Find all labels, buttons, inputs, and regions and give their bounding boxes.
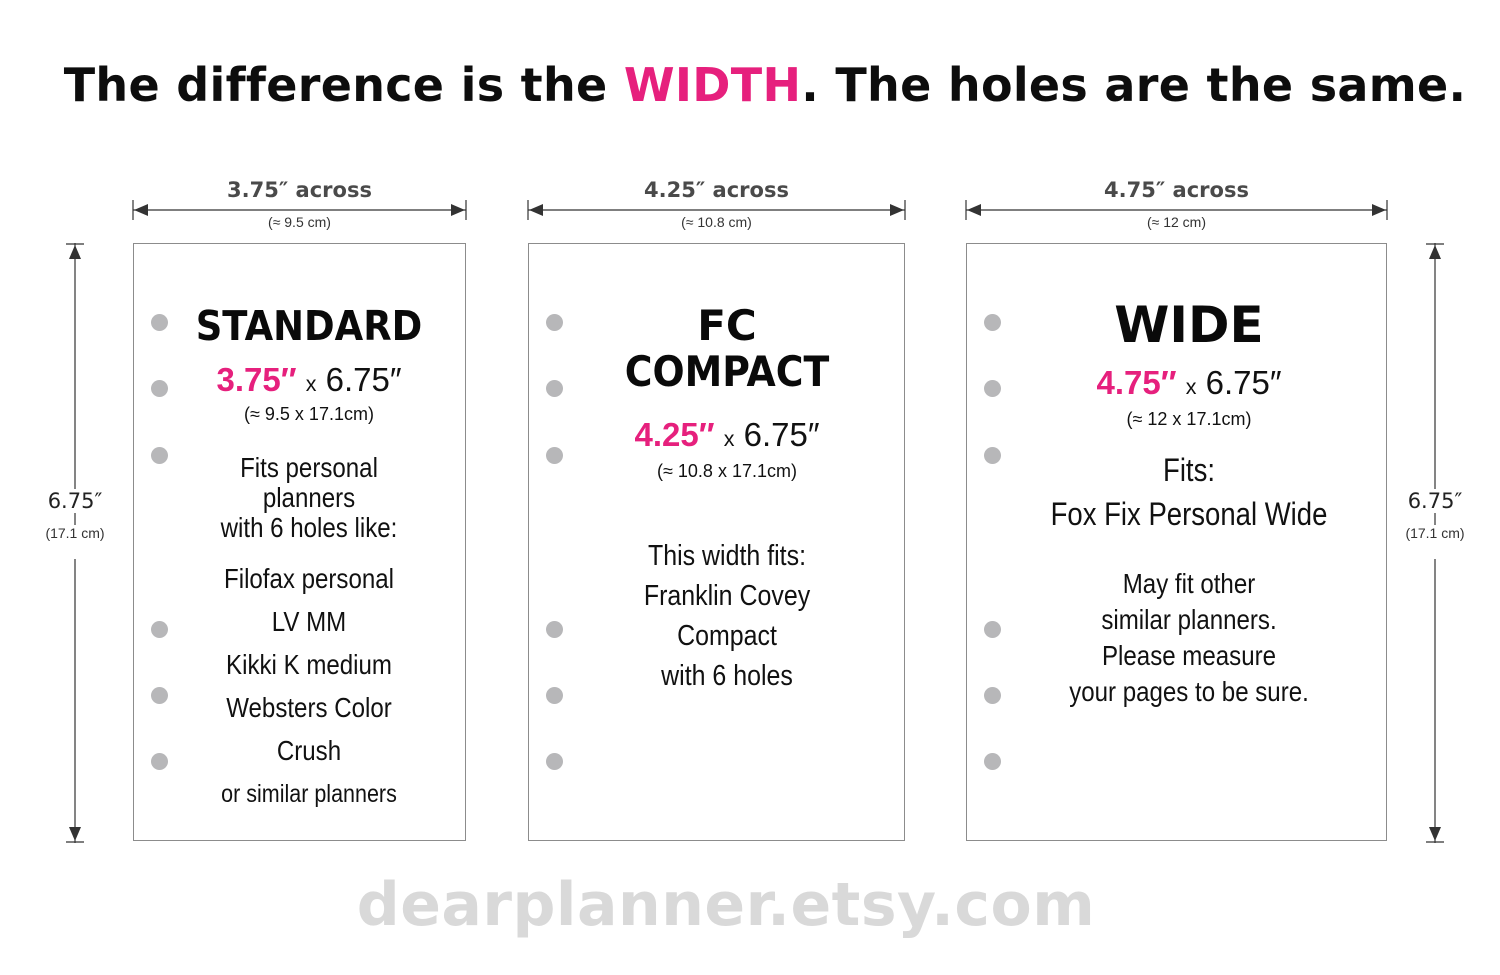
hole — [151, 314, 168, 331]
card-title: STANDARD — [195, 302, 423, 350]
width-label: 3.75″ across — [227, 178, 372, 202]
hole — [546, 447, 563, 464]
headline: The difference is the WIDTH. The holes a… — [0, 58, 1500, 112]
fits-item: with 6 holes — [661, 660, 793, 692]
width-metric: (≈ 10.8 cm) — [681, 214, 752, 230]
fits-intro-line: with 6 holes like: — [220, 512, 398, 543]
size-times: x — [1185, 375, 1197, 399]
size-height: 6.75″ — [743, 416, 820, 453]
width-arrow — [965, 200, 1388, 220]
height-label: 6.75″ — [30, 489, 120, 513]
card-content: FC COMPACT 4.25″ x 6.75″ (≈ 10.8 x 17.1c… — [569, 304, 885, 696]
fits-intro: This width fits: — [648, 540, 806, 572]
note-section: May fit other similar planners. Please m… — [1036, 566, 1342, 710]
size-height: 6.75″ — [1205, 364, 1282, 401]
width-arrow — [132, 200, 467, 220]
hole — [151, 621, 168, 638]
hole — [984, 314, 1001, 331]
height-metric: (17.1 cm) — [30, 525, 120, 559]
size-line: 4.75″ x 6.75″ — [1011, 366, 1367, 399]
hole — [984, 380, 1001, 397]
fits-intro-line: Fits personal planners — [240, 452, 378, 513]
note-line: Please measure — [1101, 640, 1277, 671]
fits-item: Franklin Covey Compact — [643, 580, 811, 652]
size-metric: (≈ 10.8 x 17.1cm) — [657, 461, 797, 481]
size-times: x — [305, 372, 317, 396]
card-fc-compact: FC COMPACT 4.25″ x 6.75″ (≈ 10.8 x 17.1c… — [528, 243, 905, 841]
hole — [546, 753, 563, 770]
hole — [151, 380, 168, 397]
size-height: 6.75″ — [325, 361, 402, 398]
hole — [151, 687, 168, 704]
fits-item: Filofax personal — [224, 563, 394, 594]
size-metric: (≈ 9.5 x 17.1cm) — [244, 404, 374, 424]
hole — [984, 687, 1001, 704]
card-title: WIDE — [1114, 296, 1264, 354]
card-standard: STANDARD 3.75″ x 6.75″ (≈ 9.5 x 17.1cm) … — [133, 243, 466, 841]
size-width: 3.75″ — [216, 361, 297, 398]
fits-item: LV MM — [271, 606, 347, 637]
shop-url-footer: dearplanner.etsy.com — [356, 870, 1096, 940]
hole — [151, 753, 168, 770]
width-dimension-fc-compact: 4.25″ across (≈ 10.8 cm) — [527, 178, 906, 238]
card-title-line: COMPACT — [624, 347, 830, 396]
note-line: May fit other — [1122, 568, 1256, 599]
width-dimension-standard: 3.75″ across (≈ 9.5 cm) — [132, 178, 467, 238]
hole — [546, 621, 563, 638]
hole — [984, 621, 1001, 638]
width-dimension-wide: 4.75″ across (≈ 12 cm) — [965, 178, 1388, 238]
hole — [546, 314, 563, 331]
card-wide: WIDE 4.75″ x 6.75″ (≈ 12 x 17.1cm) Fits:… — [966, 243, 1387, 841]
fits-intro: Fits: — [1163, 452, 1215, 488]
hole — [151, 447, 168, 464]
size-width: 4.25″ — [634, 416, 715, 453]
fits-item: Kikki K medium — [226, 649, 392, 680]
hole — [984, 753, 1001, 770]
card-content: STANDARD 3.75″ x 6.75″ (≈ 9.5 x 17.1cm) … — [174, 306, 444, 814]
fits-outro: or similar planners — [221, 780, 397, 808]
headline-after: . The holes are the same. — [801, 58, 1467, 112]
fits-section: Fits personal planners with 6 holes like… — [193, 453, 425, 814]
height-metric: (17.1 cm) — [1390, 525, 1480, 559]
hole — [546, 380, 563, 397]
width-arrow — [527, 200, 906, 220]
width-label: 4.25″ across — [644, 178, 789, 202]
height-dimension-right: 6.75″ (17.1 cm) — [1390, 243, 1480, 843]
width-label: 4.75″ across — [1104, 178, 1249, 202]
fits-section: This width fits: Franklin Covey Compact … — [591, 536, 863, 696]
hole — [984, 447, 1001, 464]
card-content: WIDE 4.75″ x 6.75″ (≈ 12 x 17.1cm) Fits:… — [1011, 300, 1367, 710]
headline-before: The difference is the — [63, 58, 624, 112]
height-dimension-left: 6.75″ (17.1 cm) — [30, 243, 120, 843]
height-label: 6.75″ — [1390, 489, 1480, 513]
card-title-line: FC — [697, 301, 757, 350]
headline-accent: WIDTH — [623, 58, 802, 112]
note-line: similar planners. — [1101, 604, 1277, 635]
width-metric: (≈ 9.5 cm) — [268, 214, 331, 230]
fits-item: Fox Fix Personal Wide — [1050, 496, 1328, 532]
fits-section: Fits: Fox Fix Personal Wide — [1036, 448, 1342, 536]
size-line: 3.75″ x 6.75″ — [174, 363, 444, 396]
size-times: x — [723, 427, 735, 451]
size-metric: (≈ 12 x 17.1cm) — [1126, 409, 1252, 429]
width-metric: (≈ 12 cm) — [1146, 214, 1207, 230]
hole — [546, 687, 563, 704]
size-line: 4.25″ x 6.75″ — [569, 418, 885, 451]
size-width: 4.75″ — [1096, 364, 1177, 401]
note-line: your pages to be sure. — [1069, 676, 1309, 707]
fits-item: Websters Color Crush — [226, 692, 392, 766]
